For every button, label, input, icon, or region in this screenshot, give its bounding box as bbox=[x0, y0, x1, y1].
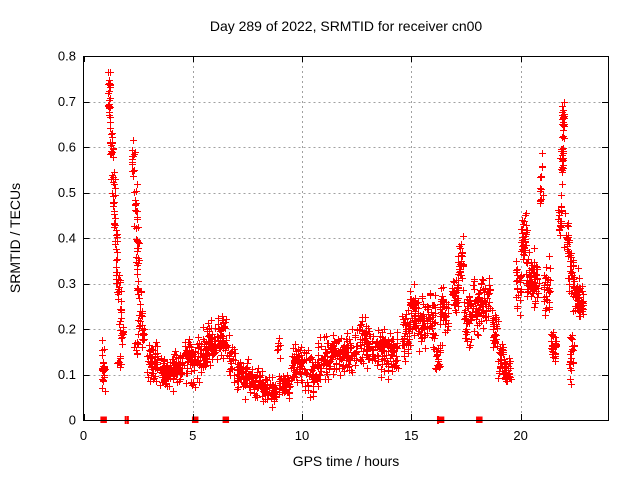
zero-square-marker bbox=[437, 416, 445, 423]
x-tick-label: 5 bbox=[189, 428, 196, 443]
tick-labels: 0 5 10 15 20 0 0.1 0.2 0.3 0.4 0.5 0.6 0.7 0.8 bbox=[58, 49, 528, 444]
y-tick-label: 0.8 bbox=[58, 49, 76, 64]
chart-title: Day 289 of 2022, SRMTID for receiver cn0… bbox=[210, 18, 483, 34]
y-tick-label: 0.2 bbox=[58, 322, 76, 337]
x-tick-label: 20 bbox=[513, 428, 527, 443]
y-tick-label: 0 bbox=[69, 413, 76, 428]
x-tick-label: 0 bbox=[80, 428, 87, 443]
scatter-data-points bbox=[99, 69, 587, 411]
y-tick-label: 0.1 bbox=[58, 367, 76, 382]
x-axis-label: GPS time / hours bbox=[293, 453, 400, 469]
y-tick-label: 0.7 bbox=[58, 94, 76, 109]
x-tick-label: 15 bbox=[404, 428, 418, 443]
x-tick-label: 10 bbox=[295, 428, 309, 443]
axis-ticks bbox=[83, 56, 608, 421]
y-tick-label: 0.4 bbox=[58, 231, 76, 246]
y-axis-label: SRMTID / TECUs bbox=[7, 183, 23, 293]
y-tick-label: 0.5 bbox=[58, 185, 76, 200]
y-tick-label: 0.6 bbox=[58, 140, 76, 155]
zero-square-marker bbox=[191, 416, 199, 423]
plot-border bbox=[83, 56, 609, 421]
zero-square-marker bbox=[222, 416, 230, 423]
zero-square-marker bbox=[100, 416, 107, 423]
y-tick-label: 0.3 bbox=[58, 276, 76, 291]
zero-square-marker bbox=[476, 416, 483, 423]
